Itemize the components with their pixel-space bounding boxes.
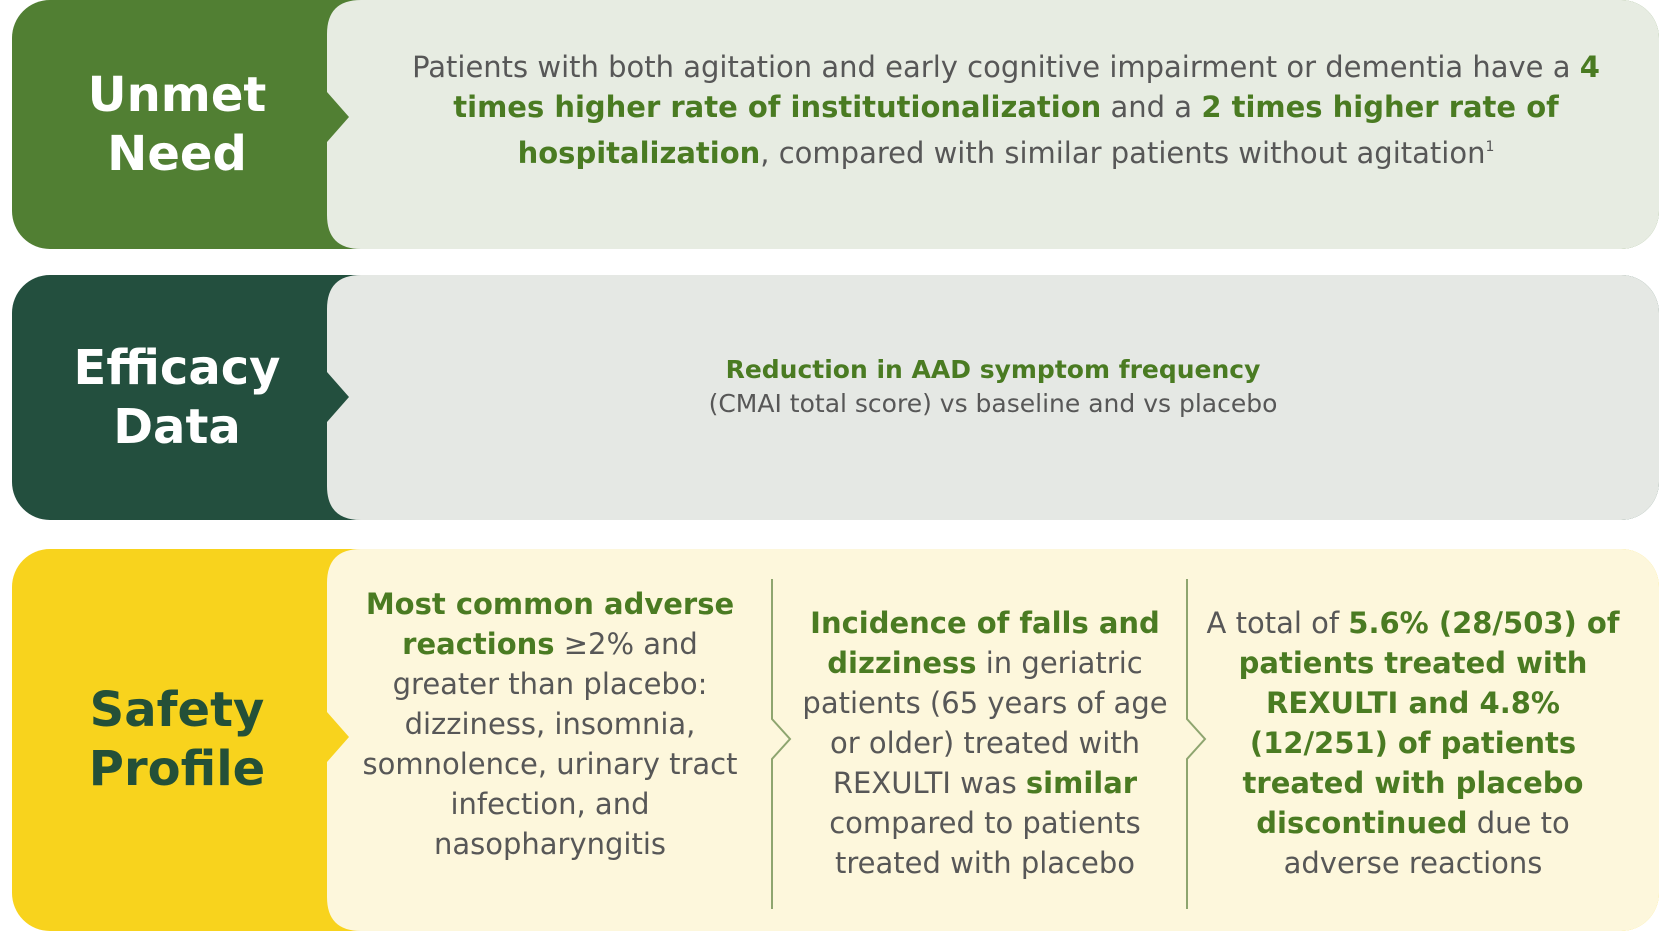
unmet-need-section: Unmet Need Patients with both agitation … [12, 0, 1659, 249]
safety-label-line2: Profile [88, 741, 266, 797]
efficacy-label-line1: Efficacy [73, 339, 281, 396]
adverse-reactions-highlight: Most common adverse reactions [365, 587, 735, 661]
efficacy-heading: Reduction in AAD symptom frequency [725, 355, 1261, 384]
column-divider-2 [1186, 579, 1207, 909]
efficacy-data-panel: Reduction in AAD symptom frequency (CMAI… [327, 275, 1659, 520]
unmet-need-label: Unmet Need [12, 0, 342, 249]
efficacy-label-line2: Data [113, 398, 241, 455]
safety-profile-section: Safety Profile Most common adverse react… [12, 549, 1659, 931]
footnote-marker: 1 [1485, 139, 1495, 155]
similar-highlight: similar [1025, 766, 1138, 800]
hospitalization-highlight: 2 times higher rate of hospitalization [517, 90, 1559, 170]
efficacy-data-label: Efficacy Data [12, 275, 342, 520]
unmet-need-intro: Patients with both agitation and early c… [412, 50, 1580, 84]
adverse-reactions-column: Most common adverse reactions ≥2% and gr… [355, 584, 745, 864]
falls-dizziness-column: Incidence of falls and dizziness in geri… [795, 603, 1175, 883]
adverse-reactions-text: ≥2% and greater than placebo: dizziness,… [362, 627, 738, 861]
safety-profile-label: Safety Profile [12, 549, 342, 931]
discontinuation-text1: A total of [1206, 606, 1349, 640]
discontinuation-text2: due to adverse reactions [1283, 806, 1570, 880]
efficacy-subtext: (CMAI total score) vs baseline and vs pl… [708, 389, 1278, 418]
institutionalization-highlight: 4 times higher rate of institutionalizat… [453, 50, 1600, 124]
safety-panel-shape [327, 549, 1659, 931]
column-divider-1 [771, 579, 792, 909]
falls-dizziness-text1: in geriatric patients (65 years of age o… [802, 646, 1168, 800]
unmet-need-label-line1: Unmet [87, 66, 267, 123]
falls-dizziness-text2: compared to patients treated with placeb… [829, 806, 1141, 880]
unmet-need-end: , compared with similar patients without… [760, 136, 1486, 170]
falls-dizziness-highlight: Incidence of falls and dizziness [810, 606, 1160, 680]
efficacy-data-section: Efficacy Data Reduction in AAD symptom f… [12, 275, 1659, 520]
unmet-need-panel-shape [327, 0, 1659, 249]
discontinuation-column: A total of 5.6% (28/503) of patients tre… [1198, 603, 1628, 883]
unmet-need-text: Patients with both agitation and early c… [369, 47, 1643, 173]
safety-profile-panel: Most common adverse reactions ≥2% and gr… [327, 549, 1659, 931]
efficacy-panel-shape [327, 275, 1659, 520]
discontinuation-highlight: 5.6% (28/503) of patients treated with R… [1238, 606, 1620, 840]
unmet-need-mid: and a [1101, 90, 1202, 124]
safety-label-line1: Safety [89, 682, 265, 738]
unmet-need-label-line2: Need [107, 125, 247, 182]
unmet-need-panel: Patients with both agitation and early c… [327, 0, 1659, 249]
